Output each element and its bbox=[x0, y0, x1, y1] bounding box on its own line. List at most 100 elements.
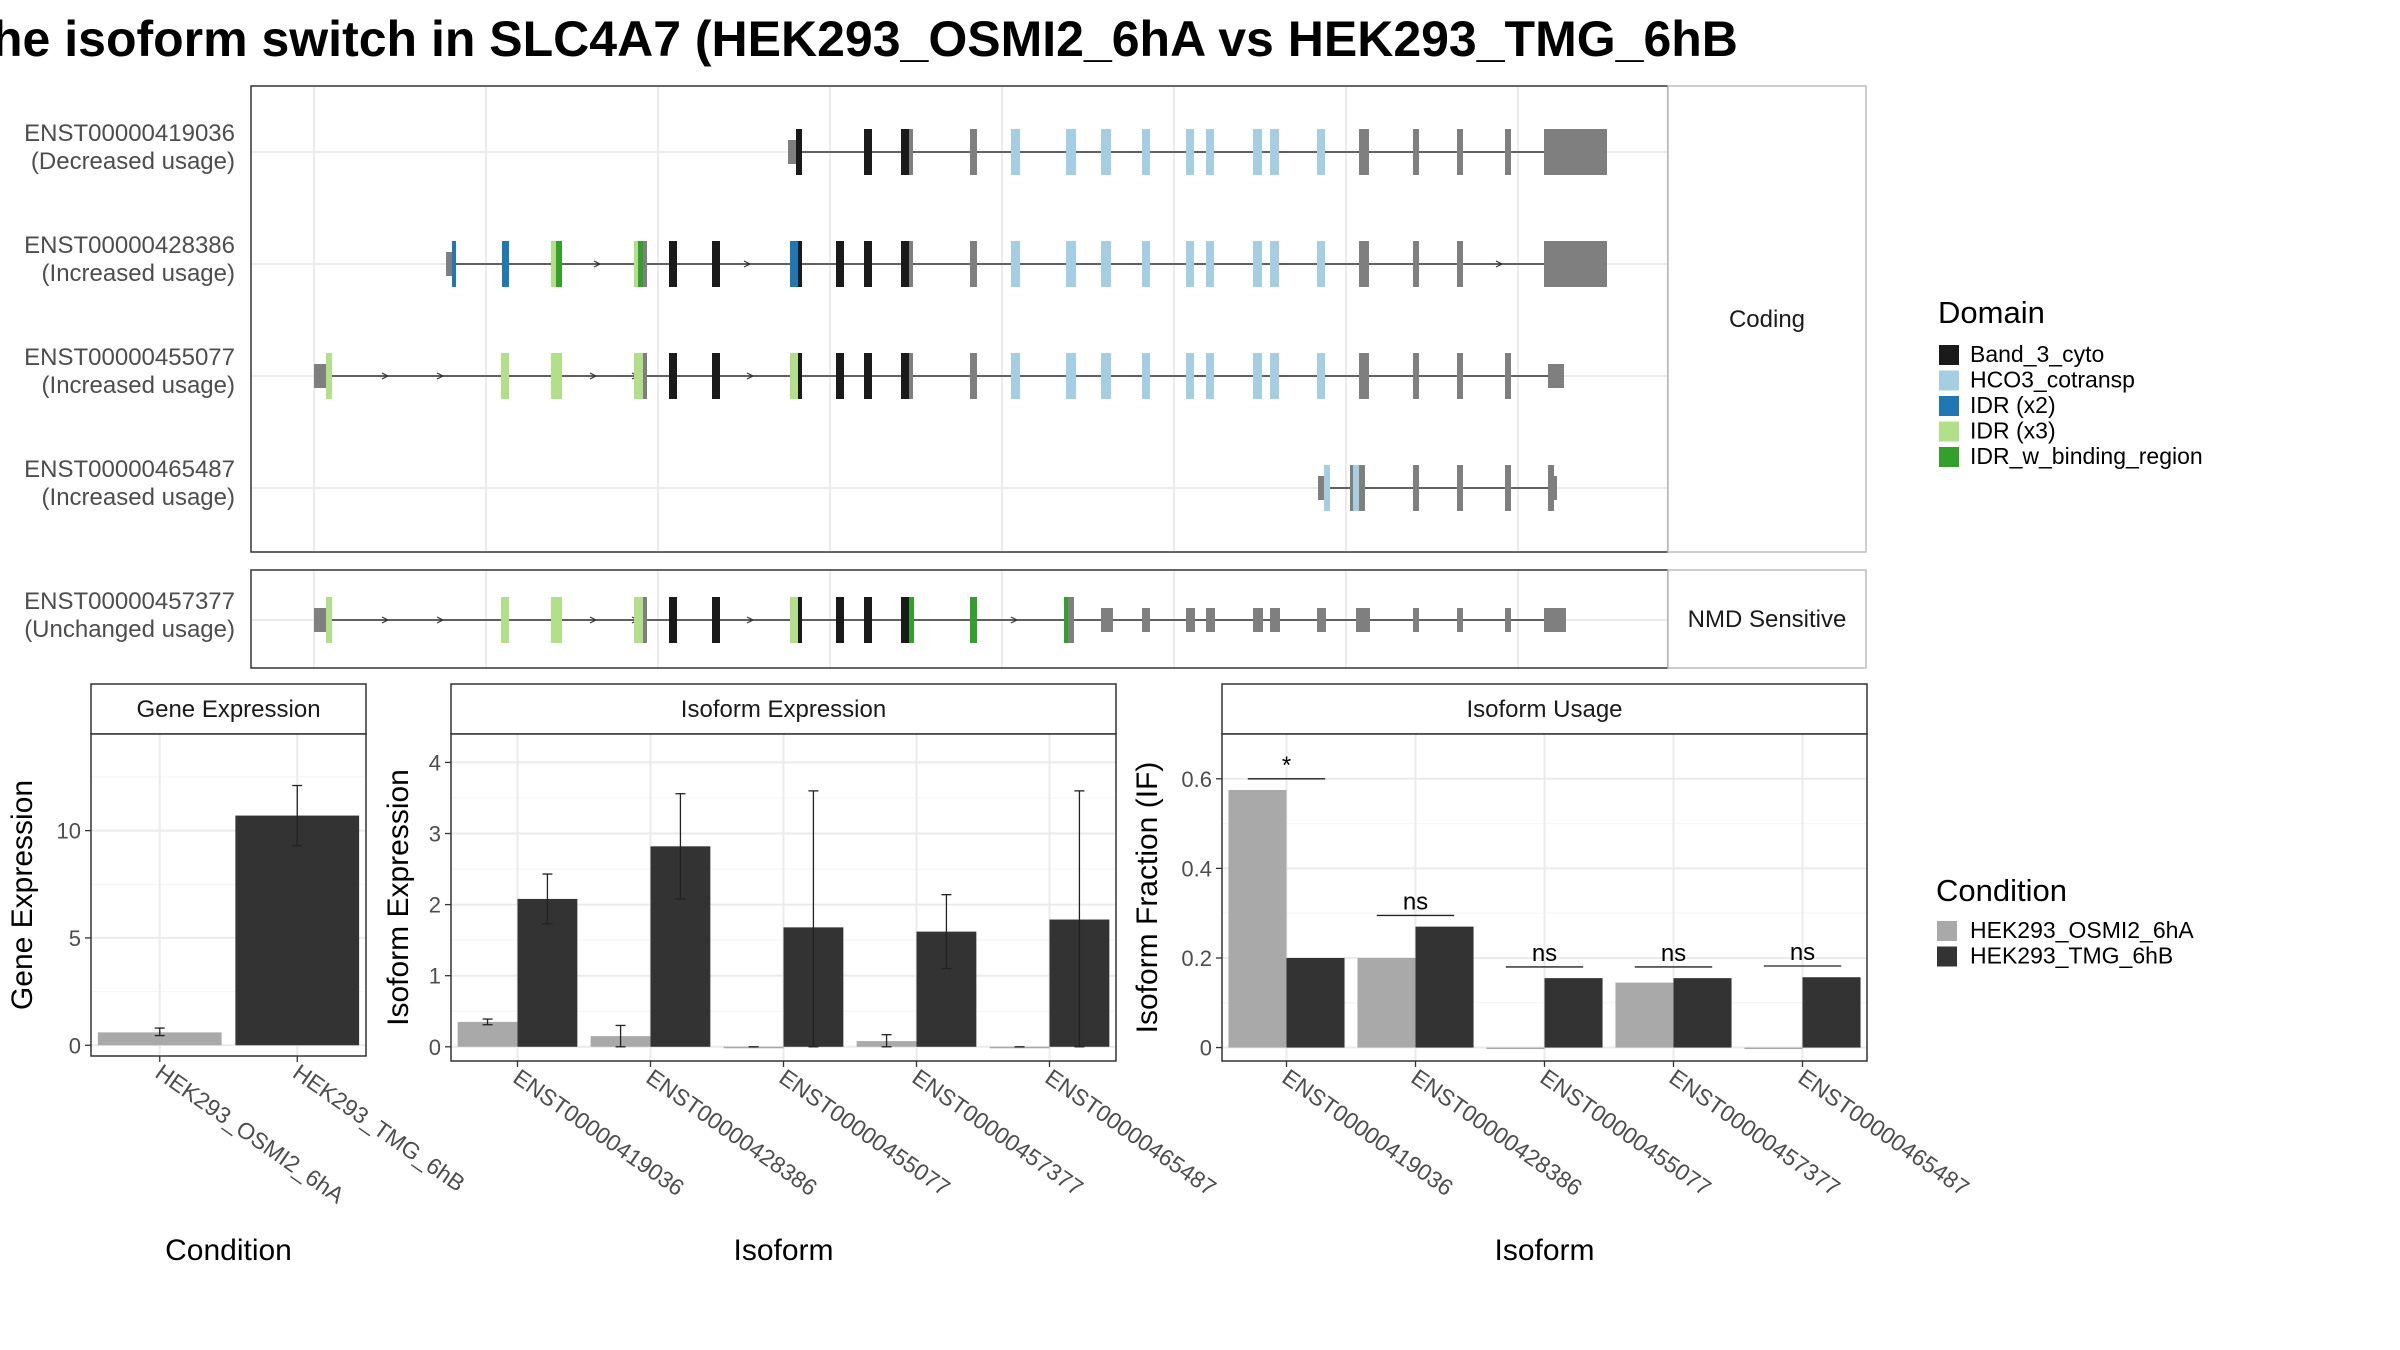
y-axis-title: Gene Expression bbox=[6, 780, 39, 1010]
exon bbox=[1253, 129, 1262, 175]
exon bbox=[1457, 241, 1463, 287]
exon bbox=[1353, 465, 1359, 511]
exon bbox=[1505, 353, 1511, 399]
exon bbox=[1206, 129, 1214, 175]
legend-label: IDR (x3) bbox=[1970, 418, 2056, 444]
y-tick-label: 0.6 bbox=[1181, 767, 1212, 792]
panel-title: Isoform Usage bbox=[1466, 696, 1622, 723]
isoform-label-usage: (Increased usage) bbox=[42, 260, 235, 287]
exon bbox=[1142, 353, 1150, 399]
x-axis-title: Isoform bbox=[1494, 1234, 1594, 1267]
strand-arrow bbox=[381, 372, 390, 380]
exon bbox=[638, 353, 643, 399]
bar bbox=[1286, 957, 1345, 1048]
bar bbox=[1673, 978, 1732, 1048]
exon bbox=[909, 129, 913, 175]
exon bbox=[643, 353, 647, 399]
bar bbox=[723, 1046, 784, 1049]
structure-panel: ENST00000419036(Decreased usage) ENST0000… bbox=[24, 85, 1669, 669]
exon bbox=[901, 241, 909, 287]
exon bbox=[502, 241, 509, 287]
panel-title: Isoform Expression bbox=[681, 696, 886, 723]
exon bbox=[326, 353, 332, 399]
strip-coding-label: Coding bbox=[1729, 306, 1805, 333]
exon bbox=[326, 597, 332, 643]
plot-frame bbox=[90, 733, 367, 1057]
strand-arrow bbox=[1495, 260, 1504, 268]
significance-label: ns bbox=[1661, 940, 1686, 967]
exon bbox=[1544, 129, 1550, 175]
exon bbox=[1270, 353, 1279, 399]
exon bbox=[1359, 129, 1365, 175]
exon bbox=[1186, 241, 1194, 287]
legend-label: HCO3_cotransp bbox=[1970, 367, 2135, 393]
exon bbox=[551, 353, 556, 399]
exon bbox=[864, 129, 872, 175]
exon bbox=[1253, 608, 1263, 632]
bar bbox=[457, 1021, 518, 1047]
isoform-label-id: ENST00000457377 bbox=[24, 588, 235, 615]
significance-label: * bbox=[1282, 752, 1291, 779]
exon bbox=[1413, 465, 1419, 511]
significance-label: ns bbox=[1790, 939, 1815, 966]
exon bbox=[1253, 353, 1262, 399]
exon bbox=[790, 241, 798, 287]
y-tick-label: 0 bbox=[429, 1035, 441, 1060]
exon bbox=[669, 241, 677, 287]
exon bbox=[1548, 465, 1554, 511]
exon bbox=[1544, 241, 1550, 287]
exon bbox=[1142, 129, 1150, 175]
exon bbox=[970, 129, 977, 175]
bar bbox=[1486, 1047, 1545, 1050]
bar bbox=[989, 1046, 1050, 1049]
exon bbox=[836, 597, 844, 643]
x-axis-title: Condition bbox=[165, 1234, 292, 1267]
bar bbox=[1544, 978, 1603, 1048]
exon bbox=[1548, 364, 1564, 388]
exon bbox=[1359, 241, 1365, 287]
legend-label: Band_3_cyto bbox=[1970, 341, 2104, 367]
exon bbox=[1101, 129, 1111, 175]
exon bbox=[1142, 241, 1150, 287]
exon bbox=[1505, 129, 1511, 175]
strand-arrow bbox=[436, 616, 445, 624]
exon bbox=[501, 597, 509, 643]
exon bbox=[556, 597, 562, 643]
exon bbox=[864, 241, 872, 287]
exon bbox=[1413, 129, 1419, 175]
exon bbox=[1270, 241, 1279, 287]
exon bbox=[1318, 476, 1324, 500]
strand-arrow bbox=[746, 372, 755, 380]
exon bbox=[1270, 129, 1279, 175]
exon bbox=[901, 597, 909, 643]
coding-panel-frame bbox=[250, 85, 1669, 553]
panel-strip bbox=[90, 683, 367, 735]
exon bbox=[864, 597, 872, 643]
exon bbox=[1066, 353, 1076, 399]
exon bbox=[1101, 353, 1111, 399]
exon bbox=[909, 353, 913, 399]
y-axis-title: Isoform Fraction (IF) bbox=[1131, 762, 1164, 1034]
exon bbox=[712, 353, 720, 399]
exon bbox=[1359, 465, 1365, 511]
isoform-label-usage: (Increased usage) bbox=[42, 484, 235, 511]
y-tick-label: 0 bbox=[69, 1033, 81, 1058]
exon bbox=[669, 353, 677, 399]
strand-arrow bbox=[381, 616, 390, 624]
exon bbox=[634, 597, 638, 643]
exon bbox=[1317, 608, 1326, 632]
exon bbox=[638, 597, 643, 643]
exon bbox=[836, 353, 844, 399]
exon bbox=[1317, 353, 1325, 399]
exon bbox=[712, 597, 720, 643]
strand-arrow bbox=[593, 260, 602, 268]
exon bbox=[1457, 129, 1463, 175]
exon bbox=[790, 353, 798, 399]
exon bbox=[1186, 353, 1194, 399]
legend-label: HEK293_OSMI2_6hA bbox=[1970, 917, 2194, 943]
exon bbox=[1364, 129, 1369, 175]
isoform-label-id: ENST00000428386 bbox=[24, 232, 235, 259]
legend-key bbox=[1939, 447, 1959, 467]
strand-arrow bbox=[1010, 616, 1019, 624]
exon bbox=[1359, 353, 1365, 399]
